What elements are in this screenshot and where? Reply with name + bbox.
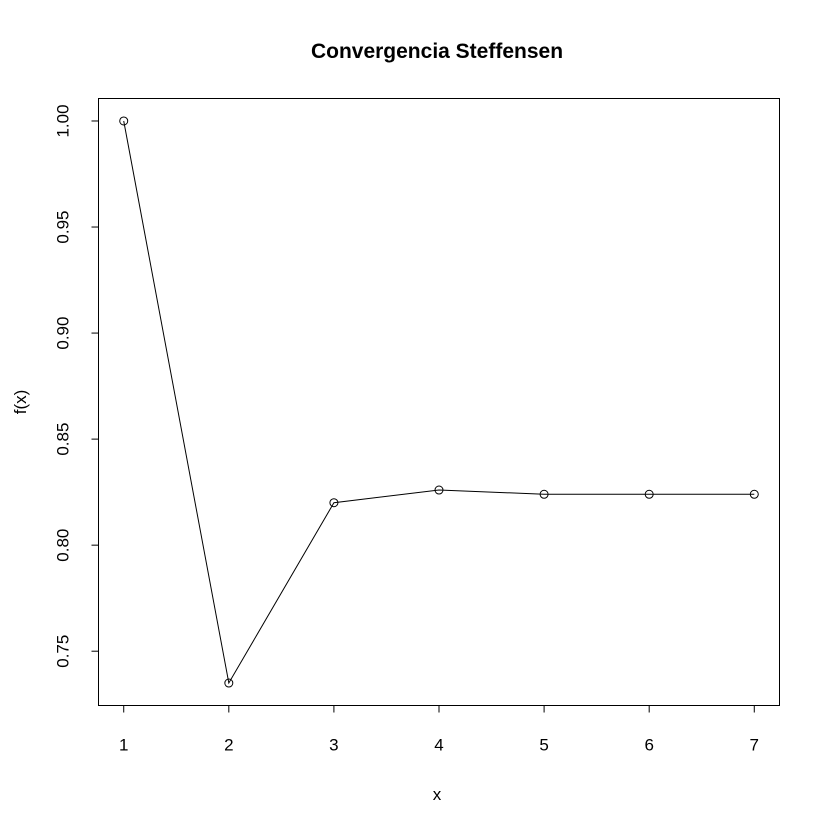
data-point bbox=[644, 489, 654, 499]
plot-frame bbox=[98, 98, 780, 706]
data-point bbox=[329, 498, 339, 508]
data-point bbox=[749, 489, 759, 499]
y-tick-label: 0.90 bbox=[54, 317, 73, 350]
x-tick-label: 4 bbox=[434, 736, 443, 755]
chart-title: Convergencia Steffensen bbox=[311, 40, 563, 63]
x-axis: 1 2 3 4 5 6 7 bbox=[119, 705, 759, 755]
x-tick-label: 3 bbox=[329, 736, 338, 755]
series-line bbox=[123, 120, 755, 685]
y-axis-label: f(x) bbox=[11, 390, 30, 415]
y-tick-label: 1.00 bbox=[54, 104, 73, 137]
x-tick-label: 2 bbox=[224, 736, 233, 755]
y-tick-label: 0.95 bbox=[54, 210, 73, 243]
x-tick-label: 1 bbox=[119, 736, 128, 755]
x-tick-label: 6 bbox=[644, 736, 653, 755]
x-axis-label: x bbox=[433, 785, 442, 804]
data-point bbox=[119, 116, 129, 126]
data-point bbox=[224, 678, 234, 688]
data-point bbox=[539, 489, 549, 499]
data-point bbox=[434, 485, 444, 495]
x-tick-label: 5 bbox=[539, 736, 548, 755]
y-tick-label: 0.75 bbox=[54, 635, 73, 668]
y-axis: 0.75 0.80 0.85 0.90 0.95 1.00 bbox=[54, 104, 99, 668]
x-tick-label: 7 bbox=[750, 736, 759, 755]
y-tick-label: 0.85 bbox=[54, 423, 73, 456]
y-tick-label: 0.80 bbox=[54, 529, 73, 562]
series-group bbox=[119, 116, 759, 688]
